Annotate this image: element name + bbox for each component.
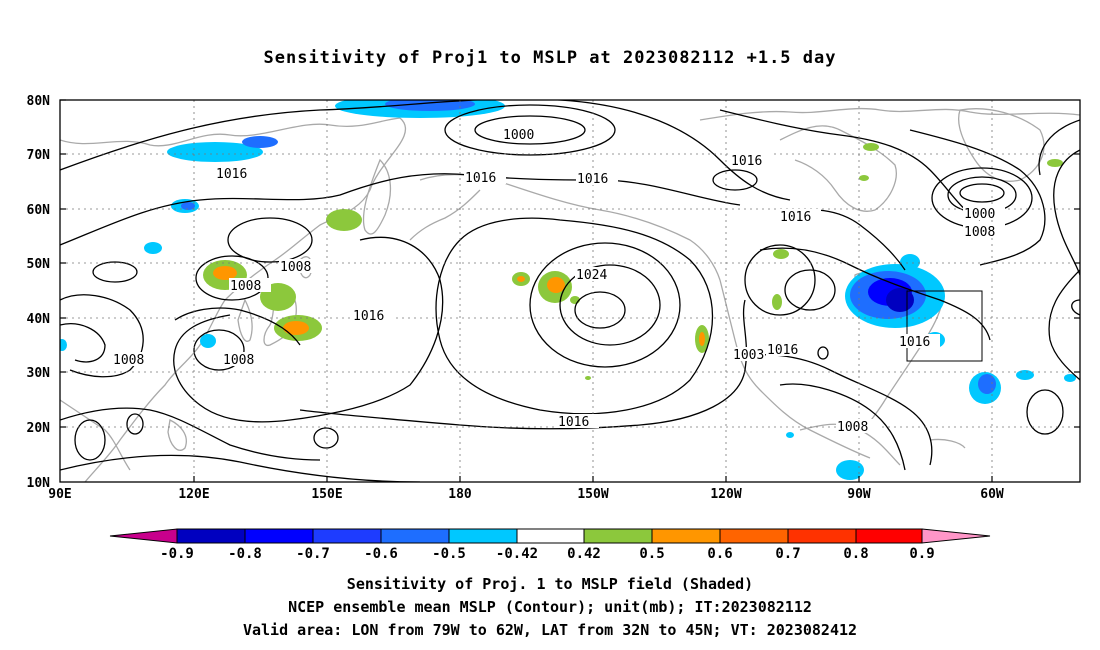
caption-line-2: NCEP ensemble mean MSLP (Contour); unit(… <box>288 598 812 616</box>
contour-label: 1008 <box>229 278 271 294</box>
contour-label: 1016 <box>576 171 618 187</box>
colorbar-label: -0.9 <box>160 546 194 562</box>
colorbar-label: 0.7 <box>775 546 800 562</box>
lat-label: 70N <box>27 148 51 163</box>
mslp-contours <box>60 100 1080 482</box>
colorbar-swatch <box>651 528 721 544</box>
svg-text:1008: 1008 <box>113 353 144 368</box>
colorbar-swatch <box>583 528 653 544</box>
colorbar-swatch <box>855 528 923 544</box>
colorbar-label: 0.8 <box>843 546 868 562</box>
colorbar-label: -0.7 <box>296 546 330 562</box>
svg-text:1000: 1000 <box>503 128 534 143</box>
contour-label: 1003 <box>733 347 765 363</box>
lon-label: 150W <box>577 487 608 502</box>
lon-label: 120W <box>710 487 741 502</box>
map-frame <box>59 99 1081 483</box>
lon-label: 90W <box>847 487 871 502</box>
lat-label: 20N <box>27 421 51 436</box>
svg-text:1016: 1016 <box>216 167 247 182</box>
svg-text:1008: 1008 <box>280 260 311 275</box>
colorbar-label: 0.6 <box>707 546 732 562</box>
colorbar-swatch <box>516 528 585 544</box>
contour-label: 1008 <box>836 419 878 435</box>
contour-label-group: 1000 1016 1016 1016 1016 1016 1000 1008 … <box>112 127 1005 435</box>
caption-line-1: Sensitivity of Proj. 1 to MSLP field (Sh… <box>346 575 754 593</box>
svg-text:1016: 1016 <box>577 172 608 187</box>
contour-label: 1016 <box>215 166 257 182</box>
caption-line-3: Valid area: LON from 79W to 62W, LAT fro… <box>242 621 858 639</box>
contour-label: 1016 <box>464 170 506 186</box>
colorbar-label: 0.42 <box>567 546 601 562</box>
svg-text:1016: 1016 <box>731 154 762 169</box>
lat-label: 80N <box>27 94 51 109</box>
contour-label: 1016 <box>779 209 821 225</box>
colorbar-swatch <box>787 528 857 544</box>
valid-area-box <box>906 290 983 362</box>
svg-text:1008: 1008 <box>837 420 868 435</box>
lon-label: 90E <box>48 487 71 502</box>
colorbar-swatch <box>380 528 450 544</box>
svg-text:1003: 1003 <box>733 348 764 363</box>
contour-label: 1008 <box>279 259 321 275</box>
svg-text:1016: 1016 <box>767 343 798 358</box>
lat-label: 60N <box>27 203 51 218</box>
sensitivity-shading <box>60 100 1076 480</box>
lat-label: 50N <box>27 257 51 272</box>
colorbar <box>109 528 991 544</box>
lon-label: 180 <box>448 487 472 502</box>
colorbar-right-arrow <box>921 528 991 544</box>
svg-text:1016: 1016 <box>780 210 811 225</box>
lat-label: 30N <box>27 366 51 381</box>
contour-label: 1024 <box>575 267 617 283</box>
colorbar-label: -0.5 <box>432 546 466 562</box>
colorbar-swatch <box>176 528 246 544</box>
lon-label: 150E <box>311 487 342 502</box>
contour-label: 1016 <box>557 414 599 430</box>
svg-text:1016: 1016 <box>465 171 496 186</box>
colorbar-swatch <box>312 528 382 544</box>
contour-label: 1000 <box>502 127 544 143</box>
svg-text:1000: 1000 <box>964 207 995 222</box>
svg-text:1016: 1016 <box>899 335 930 350</box>
colorbar-label: -0.8 <box>228 546 262 562</box>
svg-text:1008: 1008 <box>230 279 261 294</box>
axis-ticks <box>60 99 1080 482</box>
svg-text:1008: 1008 <box>223 353 254 368</box>
colorbar-left-arrow <box>109 528 178 544</box>
colorbar-label: 0.9 <box>909 546 934 562</box>
contour-label: 1016 <box>898 334 940 350</box>
contour-label: 1008 <box>112 352 154 368</box>
lon-label: 60W <box>980 487 1004 502</box>
lat-label: 10N <box>27 476 51 491</box>
svg-text:1024: 1024 <box>576 268 607 283</box>
contour-label: 1000 <box>963 206 1005 222</box>
colorbar-label: -0.6 <box>364 546 398 562</box>
contour-label: 1016 <box>766 342 808 358</box>
colorbar-swatch <box>448 528 518 544</box>
lon-label: 120E <box>178 487 209 502</box>
colorbar-swatch <box>719 528 789 544</box>
svg-text:1008: 1008 <box>964 225 995 240</box>
colorbar-swatch <box>244 528 314 544</box>
lat-label: 40N <box>27 312 51 327</box>
contour-label: 1016 <box>730 153 772 169</box>
contour-label: 1016 <box>352 308 394 324</box>
colorbar-label: -0.42 <box>496 546 538 562</box>
colorbar-label: 0.5 <box>639 546 664 562</box>
contour-label: 1008 <box>963 224 1005 240</box>
map-title: Sensitivity of Proj1 to MSLP at 20230821… <box>263 48 837 68</box>
svg-text:1016: 1016 <box>353 309 384 324</box>
contour-label: 1008 <box>222 352 264 368</box>
svg-text:1016: 1016 <box>558 415 589 430</box>
